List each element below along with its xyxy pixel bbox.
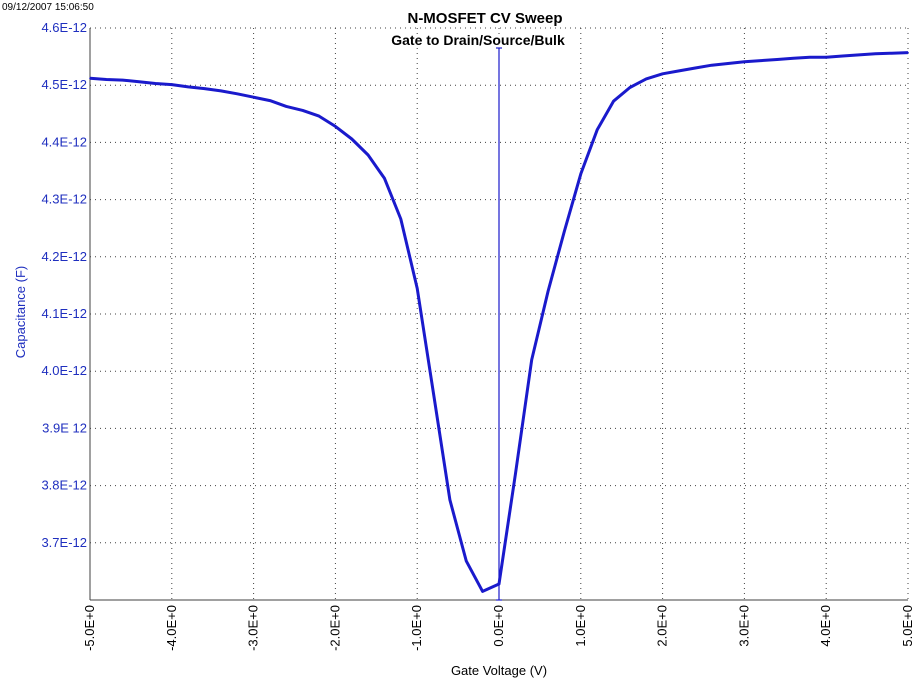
cv-data-point bbox=[351, 138, 353, 140]
y-tick-label: 4.0E-12 bbox=[41, 363, 87, 378]
cv-data-point bbox=[367, 154, 369, 156]
chart-subtitle: Gate to Drain/Source/Bulk bbox=[391, 32, 565, 48]
cv-data-point bbox=[858, 54, 860, 56]
timestamp: 09/12/2007 15:06:50 bbox=[2, 2, 94, 13]
y-tick-label: 3.8E-12 bbox=[41, 478, 87, 493]
cv-data-point bbox=[629, 86, 631, 89]
y-tick-label: 4.4E-12 bbox=[41, 134, 87, 149]
cv-data-point bbox=[416, 287, 419, 290]
cv-data-point bbox=[661, 73, 664, 75]
cv-data-point bbox=[907, 51, 909, 54]
y-tick-label: 4.3E-12 bbox=[41, 192, 87, 207]
cv-data-point bbox=[645, 78, 647, 80]
cv-data-point bbox=[301, 109, 304, 112]
x-tick-label: 0.0E+0 bbox=[491, 605, 506, 647]
y-tick-label: 4.5E-12 bbox=[41, 77, 87, 92]
y-tick-label: 3.9E 12 bbox=[42, 420, 87, 435]
cv-data-point bbox=[760, 59, 762, 62]
x-tick-label: 3.0E+0 bbox=[736, 605, 751, 647]
y-tick-label: 4.6E-12 bbox=[41, 20, 87, 35]
cv-data-point bbox=[547, 290, 549, 292]
cv-data-point bbox=[580, 173, 582, 175]
cv-data-point bbox=[318, 115, 320, 117]
y-tick-label: 3.7E-12 bbox=[41, 535, 87, 550]
cv-data-point bbox=[449, 499, 451, 501]
x-tick-label: -3.0E+0 bbox=[246, 605, 261, 651]
cv-data-point bbox=[334, 125, 337, 128]
tick-labels: 3.7E-12 3.8E-12 3.9E 12 4.0E-12 4.1E-12 4.2E-… bbox=[41, 20, 915, 651]
cv-data-point bbox=[743, 60, 746, 63]
y-axis-label: Capacitance (F) bbox=[13, 266, 28, 358]
cv-data-point bbox=[498, 583, 500, 585]
cv-data-point bbox=[727, 62, 729, 65]
series-group bbox=[89, 47, 909, 601]
x-tick-label: 4.0E+0 bbox=[818, 605, 833, 647]
cv-data-point bbox=[121, 79, 124, 81]
cv-data-point bbox=[383, 177, 386, 180]
y-tick-label: 4.1E-12 bbox=[41, 306, 87, 321]
x-tick-label: 5.0E+0 bbox=[900, 605, 915, 647]
cv-data-point bbox=[187, 86, 189, 88]
cv-data-point bbox=[809, 56, 811, 58]
x-axis-label: Gate Voltage (V) bbox=[451, 663, 547, 678]
cv-data-point bbox=[236, 93, 238, 95]
grid bbox=[89, 27, 909, 600]
cv-data-point bbox=[269, 99, 271, 102]
cv-data-point bbox=[825, 56, 827, 58]
cv-data-point bbox=[105, 78, 108, 81]
cv-data-point bbox=[678, 70, 680, 72]
cv-data-point bbox=[171, 83, 173, 86]
cv-data-point bbox=[89, 77, 91, 80]
cv-data-point bbox=[400, 218, 402, 220]
cv-data-point bbox=[252, 96, 255, 98]
cv-data-point bbox=[154, 82, 157, 85]
cv-data-point bbox=[465, 560, 468, 562]
cv-data-point bbox=[481, 590, 484, 593]
cv-data-point bbox=[514, 473, 517, 476]
x-tick-label: -1.0E+0 bbox=[409, 605, 424, 651]
cv-data-point bbox=[874, 52, 877, 55]
cv-data-point bbox=[841, 55, 844, 57]
y-tick-label: 4.2E-12 bbox=[41, 249, 87, 264]
x-tick-label: 2.0E+0 bbox=[655, 605, 670, 647]
chart-title: N-MOSFET CV Sweep bbox=[407, 10, 562, 27]
x-tick-label: -4.0E+0 bbox=[164, 605, 179, 651]
cv-data-point bbox=[596, 129, 598, 131]
cv-data-point bbox=[220, 90, 222, 92]
x-tick-label: 1.0E+0 bbox=[573, 605, 588, 647]
cv-data-point bbox=[792, 57, 795, 60]
cv-data-point bbox=[432, 393, 435, 395]
cv-data-point bbox=[203, 87, 206, 90]
cv-data-point bbox=[776, 58, 778, 61]
x-tick-label: -2.0E+0 bbox=[327, 605, 342, 651]
cv-data-point bbox=[710, 64, 713, 66]
cv-data-point bbox=[530, 359, 533, 361]
cv-data-point bbox=[890, 52, 893, 54]
cv-data-point bbox=[694, 67, 697, 69]
cv-data-point bbox=[563, 230, 566, 232]
x-tick-label: -5.0E+0 bbox=[82, 605, 97, 651]
cv-data-point bbox=[285, 105, 288, 108]
cv-data-point bbox=[138, 81, 140, 83]
cv-data-point bbox=[612, 100, 615, 102]
